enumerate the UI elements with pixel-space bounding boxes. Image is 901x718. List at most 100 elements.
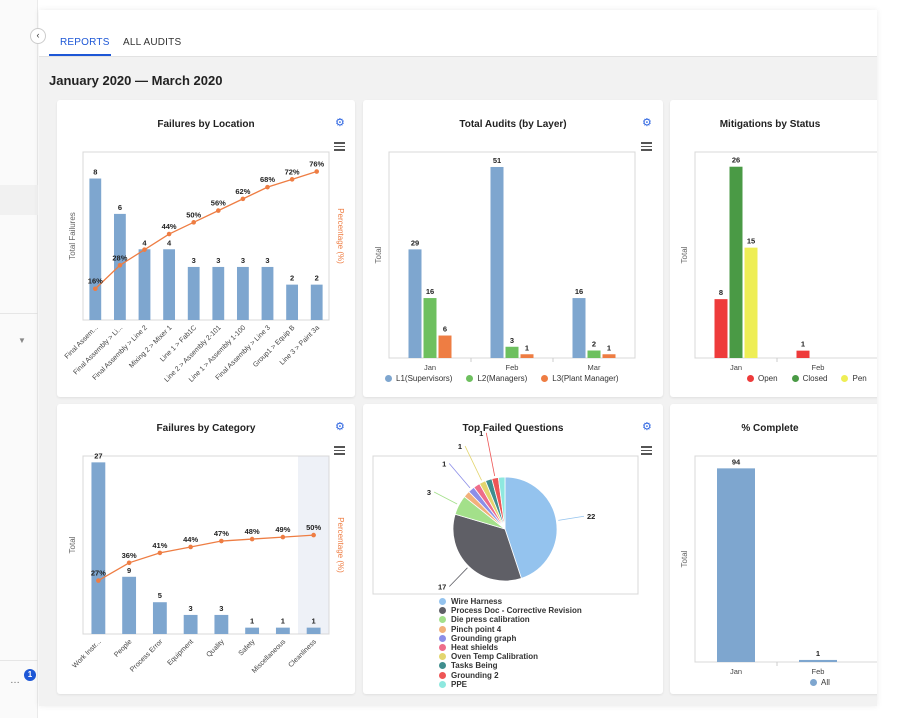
bar xyxy=(286,284,299,320)
legend-item[interactable]: All xyxy=(810,678,830,687)
data-label: 9 xyxy=(127,566,131,575)
x-tick-label: People xyxy=(113,638,133,658)
legend-swatch xyxy=(466,375,474,382)
line-label: 68% xyxy=(260,175,275,184)
legend-item[interactable]: Process Doc - Corrective Revision xyxy=(439,606,582,615)
tab-all-audits[interactable]: ALL AUDITS xyxy=(123,37,182,48)
legend-item[interactable]: Open xyxy=(747,374,778,383)
legend-item[interactable]: Pinch point 4 xyxy=(439,625,582,634)
caret-down-icon[interactable]: ▼ xyxy=(18,336,26,345)
x-tick-label: Feb xyxy=(506,363,519,372)
line-label: 16% xyxy=(88,277,103,286)
plot-border xyxy=(372,455,639,595)
data-label: 27 xyxy=(94,451,102,460)
line-point xyxy=(96,578,101,583)
bar xyxy=(438,335,452,358)
tab-reports[interactable]: REPORTS xyxy=(60,37,110,48)
data-label: 6 xyxy=(443,325,447,334)
card-title: Top Failed Questions xyxy=(462,423,564,434)
legend-label: Closed xyxy=(802,374,828,383)
line-point xyxy=(142,247,147,252)
bar xyxy=(152,602,167,634)
card-title: Mitigations by Status xyxy=(719,119,821,130)
data-label: 1 xyxy=(281,617,285,626)
legend-label: L3(Plant Manager) xyxy=(552,374,619,383)
legend-label: Wire Harness xyxy=(451,597,503,606)
legend-item[interactable]: Die press calibration xyxy=(439,615,582,624)
legend-item[interactable]: L2(Managers) xyxy=(466,374,527,383)
hamburger-icon[interactable] xyxy=(334,446,345,455)
chevron-left-icon[interactable]: ‹ xyxy=(30,28,46,44)
data-label: 94 xyxy=(732,457,741,466)
data-label: 29 xyxy=(411,238,419,247)
x-tick-label: Quality xyxy=(205,638,226,659)
legend-item[interactable]: PPE xyxy=(439,680,582,689)
legend-item[interactable]: Tasks Being xyxy=(439,661,582,670)
x-tick-label: Jan xyxy=(730,363,742,372)
legend-label: Die press calibration xyxy=(451,615,530,625)
line-label: 36% xyxy=(122,551,137,560)
slice-label: 17 xyxy=(438,582,446,591)
ellipsis-icon[interactable]: … xyxy=(10,675,20,686)
hamburger-icon[interactable] xyxy=(641,142,652,151)
data-label: 4 xyxy=(167,238,172,247)
y-axis-label: Total Failures xyxy=(68,212,77,260)
legend-item[interactable]: Oven Temp Calibration xyxy=(439,652,582,661)
legend-item[interactable]: Closed xyxy=(791,374,828,383)
bar xyxy=(520,354,534,358)
legend-item[interactable]: Heat shields xyxy=(439,643,582,652)
plot-border xyxy=(82,455,330,635)
line-point xyxy=(117,263,123,268)
bar-chart-audits: Jan 29 16 6 Feb 51 3 1 Mar 16 2 1 Total xyxy=(374,151,636,372)
x-tick-label: Cleanliness xyxy=(288,638,319,669)
bar-chart-complete: Jan 94 Feb 1 Total xyxy=(680,455,877,676)
x-tick-label: Process Error xyxy=(129,638,165,674)
legend-label: Heat shields xyxy=(451,643,499,653)
legend-item[interactable]: Grounding 2 xyxy=(439,671,582,680)
legend-item[interactable]: L1(Supervisors) xyxy=(385,374,452,383)
bar xyxy=(306,627,321,634)
bar xyxy=(505,346,519,358)
bar xyxy=(744,247,758,358)
bar xyxy=(275,627,290,634)
x-tick-label: Mar xyxy=(588,363,601,372)
line-point xyxy=(219,538,224,544)
legend-item[interactable]: Grounding graph xyxy=(439,634,582,643)
data-label: 3 xyxy=(241,256,245,265)
gear-icon[interactable]: ⚙ xyxy=(642,421,652,433)
bar xyxy=(183,614,198,634)
data-label: 6 xyxy=(118,203,122,212)
hover-band xyxy=(298,456,329,634)
bar xyxy=(261,266,274,320)
pie-chart-questions: 22 17 3 1 1 1 xyxy=(372,429,639,595)
line-label: 27% xyxy=(91,569,106,578)
gear-icon[interactable]: ⚙ xyxy=(335,117,345,129)
hamburger-icon[interactable] xyxy=(334,142,345,151)
hamburger-icon[interactable] xyxy=(641,446,652,455)
line-point xyxy=(166,231,172,237)
legend-item[interactable]: Wire Harness xyxy=(439,597,582,606)
bar xyxy=(408,249,422,358)
line-label: 44% xyxy=(162,222,177,231)
data-label: 8 xyxy=(93,168,97,177)
x-tick-label: Group1 > Equip B xyxy=(252,324,297,369)
pie-slice xyxy=(504,476,558,579)
bar xyxy=(89,178,102,320)
gear-icon[interactable]: ⚙ xyxy=(335,421,345,433)
pie-slice xyxy=(452,513,522,582)
legend-item[interactable]: Pen xyxy=(841,374,867,383)
legend-swatch xyxy=(439,671,446,679)
bar xyxy=(490,166,504,358)
legend-label: Pinch point 4 xyxy=(451,624,502,634)
x-tick-label: Jan xyxy=(730,667,742,676)
line-point xyxy=(249,536,255,542)
pie-connector xyxy=(433,491,458,505)
gear-icon[interactable]: ⚙ xyxy=(642,117,652,129)
legend-label: Grounding graph xyxy=(451,633,517,643)
legend-item[interactable]: L3(Plant Manager) xyxy=(541,374,619,383)
line-label: 56% xyxy=(211,199,226,208)
slice-label: 1 xyxy=(442,460,446,469)
notification-badge[interactable]: 1 xyxy=(24,669,36,681)
y-axis-label: Total xyxy=(374,246,383,263)
bar xyxy=(799,659,837,662)
